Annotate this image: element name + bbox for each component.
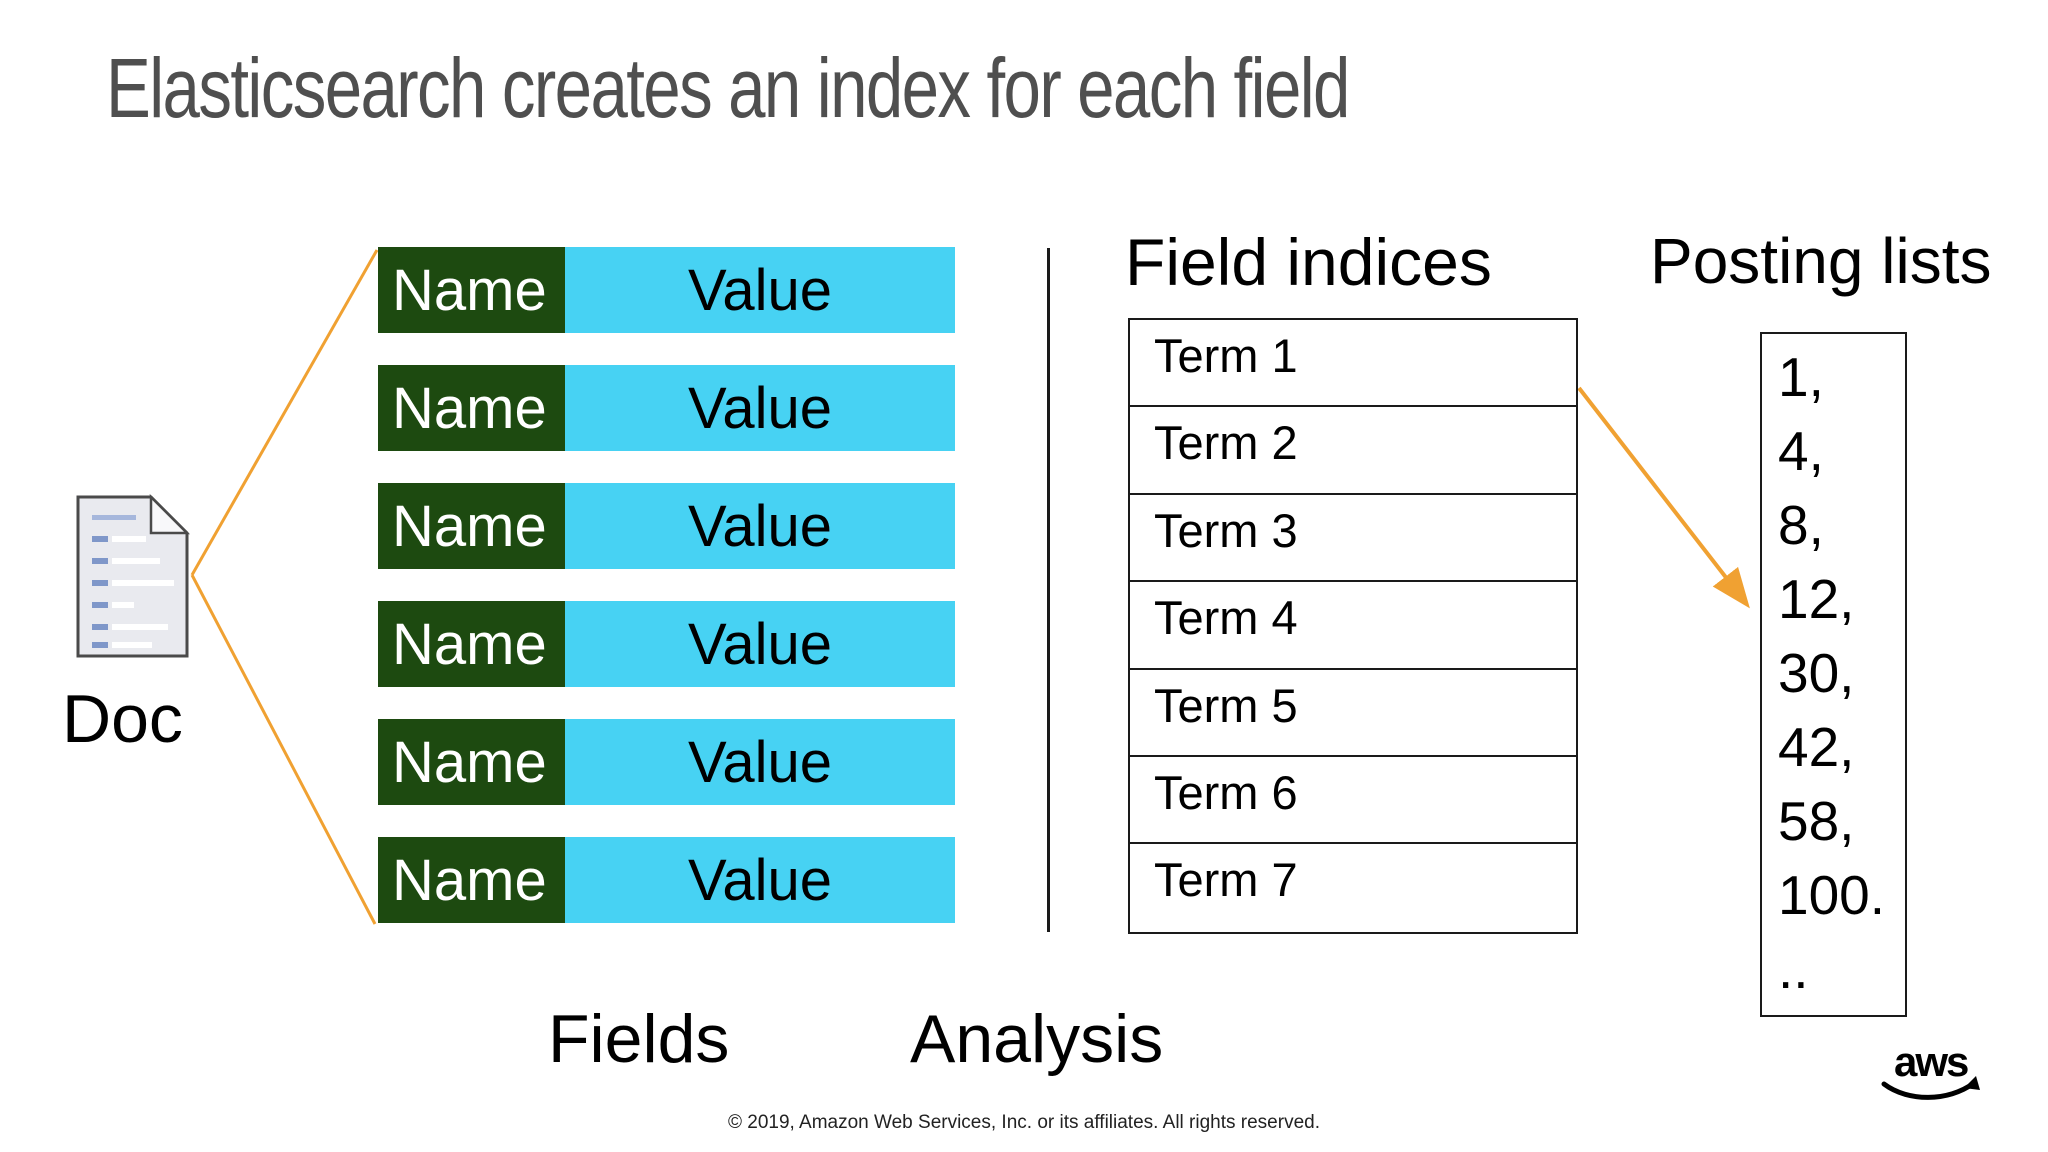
field-value-cell: Value	[565, 365, 955, 451]
analysis-caption: Analysis	[910, 1001, 1164, 1077]
term-row: Term 6	[1130, 757, 1576, 845]
field-row: Name Value	[378, 601, 955, 687]
doc-label: Doc	[62, 681, 183, 757]
field-value-cell: Value	[565, 837, 955, 923]
term-row: Term 3	[1130, 495, 1576, 583]
field-indices-heading: Field indices	[1125, 225, 1492, 299]
aws-smile-arrow-tip	[1964, 1076, 1980, 1090]
posting-entry: 30,	[1778, 642, 1855, 704]
term-row: Term 5	[1130, 670, 1576, 757]
fields-caption: Fields	[548, 1001, 730, 1077]
aws-smile-icon	[1881, 1080, 1977, 1100]
term-row: Term 2	[1130, 407, 1576, 495]
field-name-cell: Name	[378, 719, 565, 805]
posting-entry: ..	[1778, 938, 1809, 1000]
field-name-cell: Name	[378, 365, 565, 451]
field-row: Name Value	[378, 365, 955, 451]
terms-table: Term 1 Term 2 Term 3 Term 4 Term 5 Term …	[1128, 318, 1578, 934]
section-divider	[1047, 248, 1050, 932]
posting-list-box: 1, 4, 8, 12, 30, 42, 58, 100. ..	[1760, 332, 1907, 1017]
term-row: Term 7	[1154, 853, 1298, 907]
field-rows: Name Value Name Value Name Value Name Va…	[378, 247, 955, 955]
field-value-cell: Value	[565, 247, 955, 333]
field-value-cell: Value	[565, 601, 955, 687]
term-row: Term 4	[1130, 582, 1576, 670]
field-name-cell: Name	[378, 483, 565, 569]
doc-group	[75, 493, 255, 664]
field-row: Name Value	[378, 719, 955, 805]
field-name-cell: Name	[378, 837, 565, 923]
copyright-text: © 2019, Amazon Web Services, Inc. or its…	[727, 1112, 1320, 1133]
posting-entry: 42,	[1778, 716, 1855, 778]
posting-entry: 12,	[1778, 568, 1855, 630]
posting-lists-heading: Posting lists	[1650, 225, 1992, 297]
field-row: Name Value	[378, 483, 955, 569]
field-value-cell: Value	[565, 483, 955, 569]
posting-entry: 4,	[1778, 420, 1824, 482]
term-row: Term 1	[1130, 320, 1576, 408]
field-row: Name Value	[378, 247, 955, 333]
posting-entry: 1,	[1778, 346, 1824, 408]
document-icon	[76, 493, 191, 658]
field-value-cell: Value	[565, 719, 955, 805]
posting-entry: 58,	[1778, 790, 1855, 852]
field-name-cell: Name	[378, 247, 565, 333]
term-to-posting-arrow	[1577, 386, 1750, 609]
aws-logo-text: aws	[1894, 1038, 1968, 1085]
field-row: Name Value	[378, 837, 955, 923]
field-name-cell: Name	[378, 601, 565, 687]
slide-title: Elasticsearch creates an index for each …	[106, 41, 1350, 135]
aws-logo: aws	[1881, 1038, 1980, 1100]
posting-entry: 8,	[1778, 494, 1824, 556]
posting-entry: 100.	[1778, 864, 1886, 926]
